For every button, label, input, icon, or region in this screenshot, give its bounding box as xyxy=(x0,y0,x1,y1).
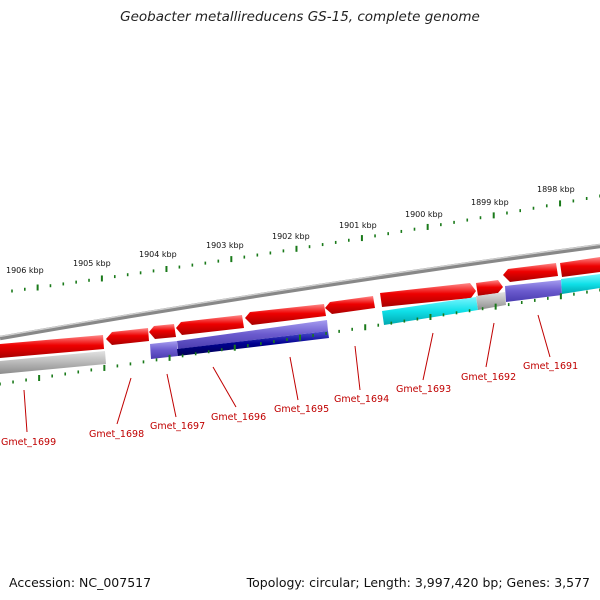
gene-box-gray xyxy=(476,292,506,310)
gene-box-cyan xyxy=(561,274,600,294)
gene-arrow-reverse xyxy=(503,263,558,282)
gene-arrow-reverse xyxy=(149,324,176,339)
label-leader-line xyxy=(422,332,434,381)
gene-label: Gmet_1693 xyxy=(396,384,451,395)
gene-arrow-forward xyxy=(476,280,503,296)
scale-ticks-inner xyxy=(0,288,600,386)
label-leader-line xyxy=(212,366,237,408)
genome-backbone-highlight xyxy=(0,243,600,338)
scale-label: 1905 kbp xyxy=(73,259,111,268)
scale-label: 1899 kbp xyxy=(471,198,509,207)
topology-summary: Topology: circular; Length: 3,997,420 bp… xyxy=(246,575,590,590)
gene-arrow-reverse xyxy=(106,328,149,345)
scale-label: 1903 kbp xyxy=(206,241,244,250)
gene-arrow-reverse xyxy=(245,304,326,325)
gene-box-navy xyxy=(177,331,329,356)
gene-label: Gmet_1692 xyxy=(461,372,516,383)
gene-label: Gmet_1697 xyxy=(150,421,205,432)
map-title: Geobacter metallireducens GS-15, complet… xyxy=(120,9,480,25)
label-leader-line xyxy=(485,322,495,368)
genome-backbone xyxy=(0,243,600,341)
gene-label: Gmet_1698 xyxy=(89,429,144,440)
accession-text: Accession: NC_007517 xyxy=(9,575,152,590)
gene-arrow-reverse xyxy=(325,296,375,314)
gene-arrow-forward xyxy=(380,283,476,307)
scale-label: 1901 kbp xyxy=(339,221,377,230)
scale-label: 1900 kbp xyxy=(405,210,443,219)
gene-label: Gmet_1699 xyxy=(1,437,56,448)
gene-label: Gmet_1696 xyxy=(211,412,266,423)
label-leader-line xyxy=(354,345,361,391)
scale-label: 1902 kbp xyxy=(272,232,310,241)
scale-label: 1904 kbp xyxy=(139,250,177,259)
gene-arrow-reverse xyxy=(0,335,104,358)
gene-box-cyan xyxy=(382,297,478,325)
label-leader-line xyxy=(23,389,28,433)
gene-box-gray xyxy=(0,351,106,374)
label-leader-line xyxy=(289,356,299,401)
gene-label: Gmet_1694 xyxy=(334,394,389,405)
gene-label: Gmet_1695 xyxy=(274,404,329,415)
gene-box-purple xyxy=(505,280,562,302)
scale-ticks-outer xyxy=(11,194,600,293)
label-leader-line xyxy=(537,314,551,358)
gene-box-purple xyxy=(150,341,178,359)
gene-box-purple xyxy=(177,320,328,349)
label-leader-line xyxy=(116,377,132,425)
scale-label: 1906 kbp xyxy=(6,266,44,275)
scale-label: 1898 kbp xyxy=(537,185,575,194)
label-leader-line xyxy=(166,373,177,418)
gene-arrow-reverse xyxy=(176,315,244,335)
gene-arrow-forward xyxy=(560,257,600,277)
gene-label: Gmet_1691 xyxy=(523,361,578,372)
